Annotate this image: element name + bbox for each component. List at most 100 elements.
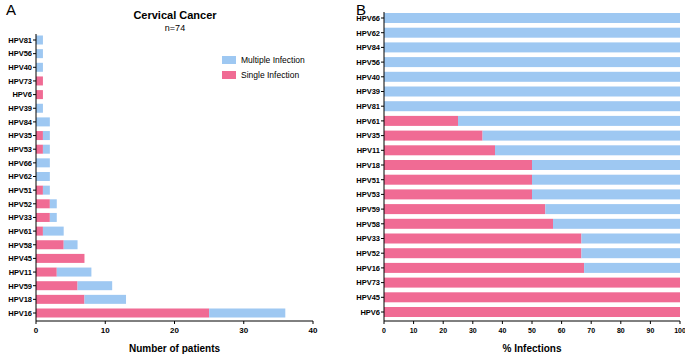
- bar: [495, 145, 680, 155]
- x-tick-label: 30: [239, 326, 248, 335]
- x-tick: [36, 321, 37, 324]
- bar: [458, 116, 680, 126]
- x-tick-label: 40: [309, 326, 318, 335]
- bar: [384, 116, 458, 126]
- bar: [57, 268, 92, 277]
- bar: [384, 160, 532, 170]
- y-tick: [33, 67, 36, 68]
- x-tick-label: 0: [34, 326, 39, 335]
- y-tick: [33, 149, 36, 150]
- bar: [384, 28, 680, 38]
- category-label: HPV52: [356, 249, 380, 258]
- bar: [384, 13, 680, 23]
- bar: [384, 145, 495, 155]
- panel: 010203040HPV81HPV56HPV40HPV73HPV6HPV39HP…: [6, 1, 318, 354]
- x-tick: [532, 321, 533, 324]
- bar: [36, 186, 43, 195]
- bar: [384, 57, 680, 67]
- x-tick-label: 0: [382, 327, 386, 334]
- y-tick: [33, 53, 36, 54]
- category-label: HPV53: [8, 145, 32, 154]
- y-tick: [381, 253, 384, 254]
- bar: [78, 281, 113, 290]
- category-label: HPV58: [356, 220, 380, 229]
- y-tick: [33, 135, 36, 136]
- y-tick: [33, 313, 36, 314]
- bar: [581, 234, 680, 244]
- category-label: HPV33: [8, 213, 32, 222]
- category-label: HPV52: [8, 200, 32, 209]
- x-tick: [591, 321, 592, 324]
- bar: [384, 131, 483, 141]
- bar: [36, 281, 78, 290]
- category-label: HPV84: [356, 43, 381, 52]
- bar: [384, 234, 581, 244]
- category-label: HPV35: [8, 131, 32, 140]
- bar: [84, 295, 126, 304]
- category-label: HPV84: [8, 118, 33, 127]
- y-tick: [381, 267, 384, 268]
- bar: [384, 248, 581, 258]
- bar: [384, 87, 680, 97]
- category-label: HPV33: [356, 234, 380, 243]
- y-tick: [33, 162, 36, 163]
- x-tick: [243, 321, 244, 324]
- x-tick-label: 10: [101, 326, 110, 335]
- panel-letter: A: [6, 1, 16, 18]
- legend-swatch: [222, 71, 236, 79]
- bar: [36, 227, 43, 236]
- bar: [36, 254, 84, 263]
- bar: [384, 263, 584, 273]
- legend-label: Multiple Infection: [241, 55, 305, 65]
- category-label: HPV45: [8, 254, 32, 263]
- bar: [532, 175, 680, 185]
- bar: [36, 145, 43, 154]
- bar: [483, 131, 680, 141]
- x-tick-label: 40: [499, 327, 507, 334]
- y-tick: [381, 18, 384, 19]
- bar: [384, 42, 680, 52]
- x-tick: [443, 321, 444, 324]
- y-tick: [33, 94, 36, 95]
- bar: [43, 145, 50, 154]
- y-tick: [381, 120, 384, 121]
- category-label: HPV35: [356, 131, 380, 140]
- bar: [384, 219, 553, 229]
- panel: 0102030405060708090100HPV66HPV62HPV84HPV…: [356, 1, 685, 354]
- bar: [384, 72, 680, 82]
- bar: [36, 117, 50, 126]
- bar: [36, 76, 43, 85]
- x-tick: [413, 321, 414, 324]
- y-tick: [381, 106, 384, 107]
- x-axis-label: % Infections: [503, 343, 562, 354]
- bar: [680, 292, 681, 302]
- y-tick: [33, 176, 36, 177]
- x-tick: [472, 321, 473, 324]
- category-label: HPV56: [356, 58, 380, 67]
- y-tick: [381, 223, 384, 224]
- bar: [50, 199, 57, 208]
- legend-label: Single Infection: [241, 70, 299, 80]
- x-tick: [313, 321, 314, 324]
- x-tick-label: 70: [587, 327, 595, 334]
- y-tick: [381, 238, 384, 239]
- category-label: HPV11: [357, 146, 380, 155]
- bar: [36, 213, 50, 222]
- bar: [64, 240, 78, 249]
- category-label: HPV61: [356, 117, 380, 126]
- bar: [384, 292, 680, 302]
- legend: Multiple Infection Single Infection: [222, 55, 305, 80]
- y-tick: [33, 40, 36, 41]
- x-axis-label: Number of patients: [129, 343, 221, 354]
- category-label: HPV66: [8, 159, 32, 168]
- legend-swatch: [222, 56, 236, 64]
- x-tick-label: 20: [439, 327, 447, 334]
- bar: [84, 254, 85, 263]
- category-label: HPV62: [8, 172, 32, 181]
- category-label: HPV62: [356, 29, 380, 38]
- category-label: HPV6: [360, 308, 380, 317]
- y-tick: [381, 32, 384, 33]
- y-tick: [381, 91, 384, 92]
- x-tick: [650, 321, 651, 324]
- bar: [680, 307, 681, 317]
